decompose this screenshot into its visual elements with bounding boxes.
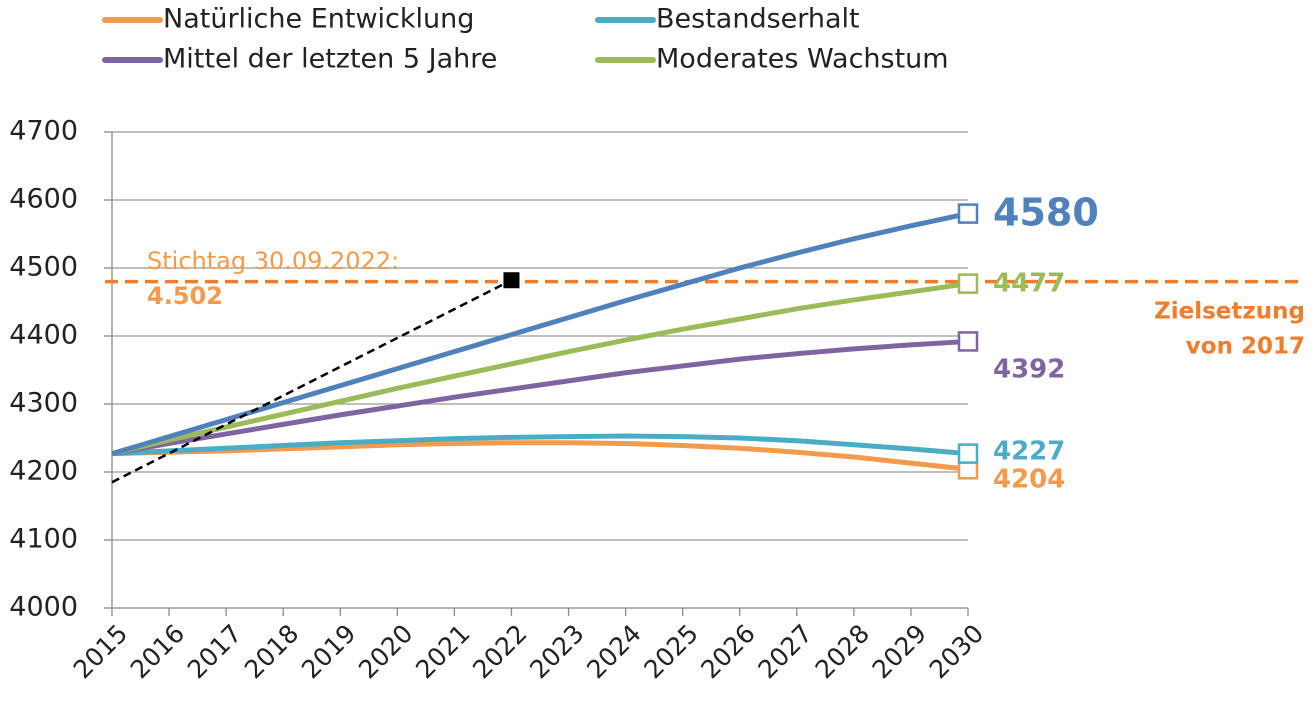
x-tick-label: 2015 — [68, 619, 133, 684]
x-tick-label: 2023 — [524, 619, 589, 684]
x-tick-label: 2024 — [581, 619, 646, 684]
x-tick-label: 2026 — [695, 619, 760, 684]
trend-line — [111, 279, 513, 484]
y-tick-label: 4200 — [9, 456, 78, 487]
x-tick-label: 2018 — [239, 619, 304, 684]
end-label: 4477 — [993, 269, 1065, 299]
legend-label: Moderates Wachstum — [656, 44, 949, 75]
x-tick-label: 2028 — [810, 619, 875, 684]
y-tick-label: 4300 — [9, 388, 78, 419]
x-tick-label: 2029 — [867, 619, 932, 684]
series-line — [111, 440, 969, 472]
x-tick-label: 2022 — [467, 619, 532, 684]
end-label: 4580 — [993, 191, 1099, 235]
y-tick-label: 4700 — [9, 116, 78, 147]
x-tick-label: 2017 — [182, 619, 247, 684]
annotation: Stichtag 30.09.2022: — [147, 247, 399, 275]
y-tick-label: 4500 — [9, 252, 78, 283]
legend-label: Mittel der letzten 5 Jahre — [163, 44, 497, 75]
x-tick-label: 2025 — [638, 619, 703, 684]
target-label: von 2017 — [1186, 334, 1305, 360]
x-tick-label: 2016 — [125, 619, 190, 684]
series-line — [111, 433, 969, 457]
target-label: Zielsetzung — [1154, 299, 1305, 325]
y-tick-label: 4100 — [9, 524, 78, 555]
trend-marker — [503, 272, 520, 289]
end-marker — [957, 203, 979, 224]
y-tick-label: 4000 — [9, 592, 78, 623]
legend-label: Natürliche Entwicklung — [163, 4, 474, 35]
x-tick-label: 2030 — [924, 619, 989, 684]
x-tick-label: 2027 — [752, 619, 817, 684]
annotation: 4.502 — [147, 282, 223, 310]
series-line — [111, 338, 969, 457]
end-marker — [957, 331, 979, 352]
end-label: 4392 — [993, 355, 1065, 385]
y-tick-label: 4400 — [9, 320, 78, 351]
series-line — [111, 281, 969, 457]
end-marker — [957, 273, 979, 294]
legend-label: Bestandserhalt — [656, 4, 860, 35]
x-tick-label: 2019 — [296, 619, 361, 684]
x-tick-label: 2020 — [353, 619, 418, 684]
x-tick-label: 2021 — [410, 619, 475, 684]
end-marker — [957, 443, 979, 464]
end-label: 4227 — [993, 437, 1065, 467]
y-tick-label: 4600 — [9, 184, 78, 215]
end-label: 4204 — [993, 465, 1065, 495]
